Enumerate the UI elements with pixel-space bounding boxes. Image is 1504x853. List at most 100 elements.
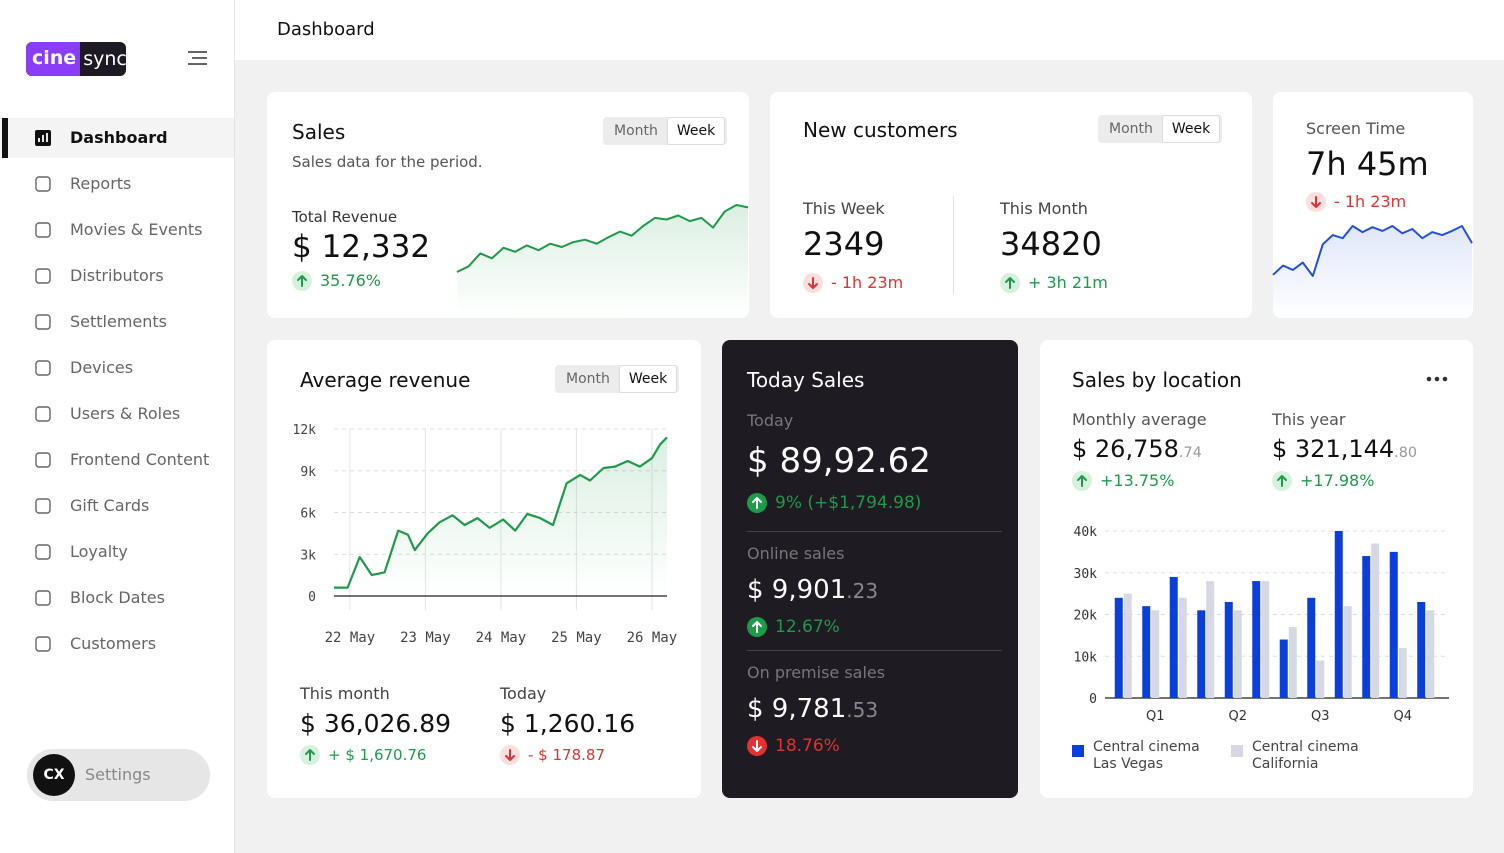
- stat-label: This year: [1272, 410, 1346, 429]
- x-tick-label: Q1: [1146, 709, 1165, 724]
- bar: [1288, 627, 1297, 698]
- nav-icon: [35, 498, 51, 514]
- more-menu[interactable]: [1426, 376, 1450, 382]
- menu-icon[interactable]: [188, 51, 208, 65]
- toggle[interactable]: Month Week: [603, 117, 728, 145]
- section-value: $ 9,901.23: [747, 577, 878, 603]
- y-tick-label: 10k: [1074, 650, 1098, 665]
- section-label: Today: [747, 411, 794, 430]
- today-sales-card: Today Sales Today $ 89,92.62 9% (+$1,794…: [722, 340, 1018, 798]
- settings-label: Settings: [85, 765, 151, 784]
- nav-item[interactable]: Settlements: [0, 302, 234, 342]
- trend-icon: [500, 745, 520, 765]
- nav-icon: [35, 314, 51, 330]
- nav-item[interactable]: Frontend Content: [0, 440, 234, 480]
- section-value: $ 89,92.62: [747, 441, 931, 481]
- nav-label: Settlements: [70, 312, 168, 331]
- nav-item[interactable]: Users & Roles: [0, 394, 234, 434]
- divider: [953, 196, 954, 295]
- x-tick-label: 22 May: [325, 630, 376, 646]
- nav-item[interactable]: Customers: [0, 624, 234, 664]
- nav-item[interactable]: Devices: [0, 348, 234, 388]
- nav-item[interactable]: Movies & Events: [0, 210, 234, 250]
- nav-label: Dashboard: [70, 128, 168, 147]
- stat-value: 34820: [1000, 225, 1102, 263]
- nav-icon: [35, 130, 51, 146]
- nav-icon: [35, 360, 51, 376]
- nav-item[interactable]: Distributors: [0, 256, 234, 296]
- nav-label: Users & Roles: [70, 404, 181, 423]
- value-int: $ 9,781: [747, 694, 847, 724]
- trend-icon: [1072, 471, 1092, 491]
- y-tick-label: 3k: [300, 548, 316, 563]
- bar: [1316, 660, 1325, 698]
- card-title: Today Sales: [747, 368, 865, 392]
- bar: [1233, 610, 1242, 698]
- toggle-option[interactable]: Month: [1109, 121, 1153, 137]
- nav-item[interactable]: Reports: [0, 164, 234, 204]
- toggle-option[interactable]: Week: [666, 117, 726, 145]
- nav-label: Devices: [70, 358, 134, 377]
- y-tick-label: 20k: [1074, 609, 1098, 624]
- change: - $ 178.87: [500, 745, 605, 765]
- bar: [1114, 597, 1123, 698]
- divider: [747, 650, 1002, 651]
- nav-item[interactable]: Dashboard: [0, 118, 234, 158]
- stat-value: $ 321,144.80: [1272, 437, 1417, 461]
- active-indicator: [2, 118, 8, 158]
- header: Dashboard: [235, 0, 1504, 60]
- bar: [1178, 597, 1187, 698]
- bar: [1197, 610, 1206, 698]
- change: - 1h 23m: [1306, 192, 1406, 212]
- section-label: On premise sales: [747, 663, 886, 682]
- sparkline: [456, 204, 749, 273]
- x-tick-label: 23 May: [400, 630, 451, 646]
- card-label: Screen Time: [1306, 119, 1406, 138]
- new-customers-card: New customers Month Week This Week 2349 -…: [770, 92, 1252, 318]
- x-tick-label: 24 May: [476, 630, 527, 646]
- toggle-option[interactable]: Week: [1161, 115, 1221, 143]
- bar: [1261, 581, 1270, 698]
- metric-label: Total Revenue: [292, 208, 398, 226]
- nav-icon: [35, 222, 51, 238]
- x-tick-label: 26 May: [627, 630, 678, 646]
- card-title: Sales by location: [1072, 368, 1242, 392]
- nav-item[interactable]: Block Dates: [0, 578, 234, 618]
- toggle-option[interactable]: Month: [614, 123, 658, 139]
- nav-icon: [35, 176, 51, 192]
- stat-label: This Week: [803, 199, 885, 218]
- toggle[interactable]: Month Week: [1098, 115, 1223, 143]
- y-tick-label: 30k: [1074, 567, 1098, 582]
- y-tick-label: 40k: [1074, 525, 1098, 540]
- bar: [1224, 601, 1233, 698]
- logo[interactable]: cine sync: [26, 42, 126, 76]
- logo-part: cine: [26, 42, 81, 76]
- toggle[interactable]: Month Week: [555, 365, 680, 393]
- nav-item[interactable]: Loyalty: [0, 532, 234, 572]
- toggle-option[interactable]: Week: [618, 365, 678, 393]
- toggle-option[interactable]: Month: [566, 371, 610, 387]
- trend-icon: [1272, 471, 1292, 491]
- nav-item[interactable]: Gift Cards: [0, 486, 234, 526]
- change: 35.76%: [292, 271, 381, 291]
- bar: [1206, 581, 1215, 698]
- nav-icon: [35, 544, 51, 560]
- bar: [1151, 610, 1160, 698]
- stat-label: Monthly average: [1072, 410, 1207, 429]
- bar: [1389, 551, 1398, 698]
- change: 18.76%: [747, 736, 840, 756]
- trend-icon: [300, 745, 320, 765]
- value-decimals: .80: [1394, 445, 1418, 461]
- change: +13.75%: [1072, 471, 1174, 491]
- value-decimals: .23: [846, 579, 879, 603]
- sparkline: [1272, 225, 1473, 277]
- divider: [747, 531, 1002, 532]
- change: + 3h 21m: [1000, 273, 1108, 293]
- settings-button[interactable]: CX Settings: [27, 749, 210, 801]
- sales-by-location-card: Sales by location Monthly average $ 26,7…: [1040, 340, 1473, 798]
- value-decimals: .74: [1178, 445, 1202, 461]
- bar: [1279, 639, 1288, 698]
- bar: [1307, 597, 1316, 698]
- bar: [1252, 581, 1261, 698]
